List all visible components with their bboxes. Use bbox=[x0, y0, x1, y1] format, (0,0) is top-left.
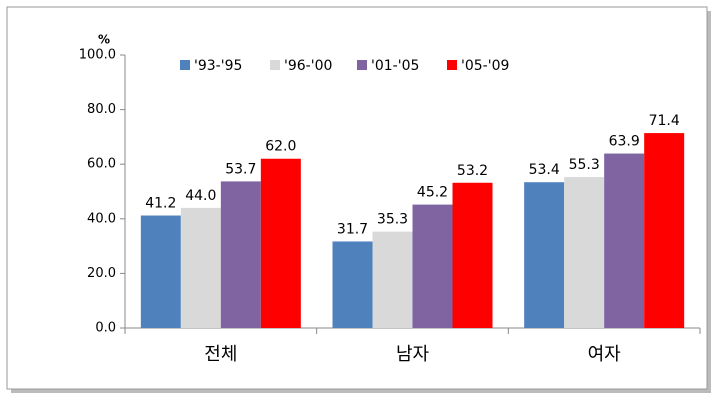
x-tick-label: 전체 bbox=[204, 344, 237, 365]
bar bbox=[140, 215, 181, 328]
legend-swatch bbox=[180, 60, 190, 70]
bar bbox=[524, 182, 565, 328]
legend-label: '96-'00 bbox=[284, 58, 332, 74]
value-label: 31.7 bbox=[337, 221, 368, 237]
value-label: 45.2 bbox=[417, 185, 448, 201]
value-label: 71.4 bbox=[649, 113, 680, 129]
bar bbox=[180, 207, 221, 328]
x-tick-label: 남자 bbox=[396, 344, 430, 365]
value-label: 63.9 bbox=[609, 134, 640, 150]
bar bbox=[220, 181, 261, 328]
x-tick-label: 여자 bbox=[588, 344, 622, 365]
value-label: 41.2 bbox=[145, 196, 176, 212]
value-label: 55.3 bbox=[569, 157, 600, 173]
bar bbox=[564, 177, 605, 328]
bar bbox=[644, 133, 685, 328]
bar bbox=[604, 153, 645, 328]
value-label: 62.0 bbox=[265, 139, 296, 155]
y-tick-label: 80.0 bbox=[87, 102, 116, 117]
y-tick-label: 60.0 bbox=[87, 157, 116, 172]
bar bbox=[452, 182, 493, 328]
legend-swatch bbox=[357, 60, 367, 70]
value-label: 44.0 bbox=[185, 188, 216, 204]
legend-swatch bbox=[447, 60, 457, 70]
y-tick-label: 0.0 bbox=[95, 321, 116, 336]
value-label: 53.7 bbox=[225, 161, 256, 177]
value-label: 53.2 bbox=[457, 163, 488, 179]
bar bbox=[332, 241, 373, 328]
legend-label: '93-'95 bbox=[194, 58, 242, 74]
legend-label: '05-'09 bbox=[461, 58, 509, 74]
bar bbox=[412, 204, 453, 328]
legend-swatch bbox=[270, 60, 280, 70]
y-tick-label: 100.0 bbox=[79, 48, 116, 63]
value-label: 35.3 bbox=[377, 212, 408, 228]
legend-label: '01-'05 bbox=[371, 58, 419, 74]
bar bbox=[372, 231, 413, 328]
bar bbox=[260, 158, 301, 328]
value-label: 53.4 bbox=[529, 162, 560, 178]
y-tick-label: 20.0 bbox=[87, 266, 116, 281]
y-axis-unit: % bbox=[98, 33, 110, 47]
y-tick-label: 40.0 bbox=[87, 211, 116, 226]
